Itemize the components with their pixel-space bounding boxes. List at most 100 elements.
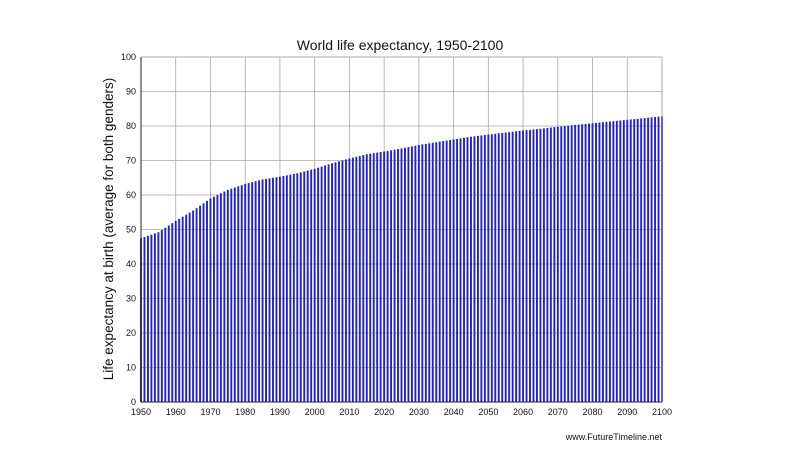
bar-2033 <box>428 143 431 402</box>
bar-2050 <box>487 134 490 403</box>
bar-2011 <box>351 157 354 402</box>
bar-2018 <box>376 152 379 402</box>
bar-2063 <box>532 129 535 402</box>
bar-2002 <box>320 166 323 402</box>
x-tick-label: 2060 <box>513 407 533 417</box>
bar-2024 <box>397 149 399 402</box>
bar-2044 <box>466 137 469 402</box>
bar-1952 <box>146 235 149 402</box>
bar-2052 <box>494 133 497 403</box>
x-tick-label: 1980 <box>235 407 255 417</box>
source-credit: www.FutureTimeline.net <box>565 432 663 442</box>
bar-2041 <box>456 138 459 402</box>
bar-2096 <box>647 117 650 402</box>
bar-1978 <box>237 186 240 402</box>
bar-2019 <box>379 152 382 402</box>
y-tick-label: 30 <box>126 294 136 304</box>
bar-2014 <box>362 155 365 402</box>
bar-2040 <box>452 139 455 402</box>
bar-2028 <box>410 146 413 402</box>
bar-2035 <box>435 142 438 402</box>
bar-2004 <box>327 164 330 402</box>
bar-2023 <box>393 149 396 402</box>
bar-2048 <box>480 135 483 402</box>
bar-2001 <box>317 167 320 402</box>
bar-2084 <box>605 121 608 403</box>
bar-1990 <box>278 176 281 402</box>
bar-1999 <box>310 169 313 402</box>
x-tick-label: 2020 <box>374 407 394 417</box>
x-tick-label: 1990 <box>270 407 290 417</box>
bar-1957 <box>164 227 167 402</box>
x-tick-label: 2000 <box>305 407 325 417</box>
x-tick-label: 2070 <box>548 407 568 417</box>
y-tick-label: 100 <box>121 52 136 62</box>
bar-2056 <box>508 132 511 402</box>
bar-2013 <box>358 155 361 402</box>
bar-2017 <box>372 153 375 402</box>
bar-1985 <box>261 179 264 402</box>
bar-2095 <box>643 118 646 402</box>
bar-2093 <box>636 118 639 402</box>
bar-1959 <box>171 223 174 402</box>
bar-2030 <box>417 144 420 403</box>
bar-2046 <box>473 136 476 402</box>
bar-1983 <box>254 181 257 402</box>
bar-2049 <box>483 135 486 403</box>
x-tick-label: 2100 <box>652 407 672 417</box>
bar-2042 <box>459 138 462 402</box>
bar-2015 <box>365 154 368 402</box>
bar-2027 <box>407 147 410 402</box>
bar-1997 <box>303 171 306 402</box>
bar-2080 <box>591 123 594 403</box>
bar-1988 <box>272 177 274 402</box>
bar-1967 <box>199 205 201 402</box>
bar-1953 <box>150 234 153 402</box>
bar-1951 <box>143 236 146 402</box>
bar-2083 <box>602 122 604 403</box>
bar-1977 <box>233 187 236 402</box>
bar-2043 <box>463 137 465 403</box>
bar-2097 <box>650 117 653 403</box>
bar-2025 <box>400 148 403 402</box>
bar-1955 <box>157 232 160 402</box>
bar-1954 <box>153 233 156 402</box>
bar-2069 <box>553 127 556 402</box>
bar-1994 <box>292 173 295 402</box>
bar-1963 <box>185 214 188 402</box>
bar-2051 <box>490 134 493 402</box>
bar-2087 <box>615 120 618 402</box>
bar-2007 <box>338 161 340 402</box>
bar-2026 <box>404 147 406 402</box>
bar-1974 <box>223 191 226 402</box>
x-tick-label: 1970 <box>200 407 220 417</box>
bar-1993 <box>289 174 292 402</box>
x-tick-label: 2030 <box>409 407 429 417</box>
bar-2020 <box>383 151 386 402</box>
bar-1981 <box>247 183 250 402</box>
bar-2073 <box>567 125 570 402</box>
bar-2029 <box>414 145 417 403</box>
y-tick-label: 20 <box>126 328 136 338</box>
bar-1962 <box>181 216 184 402</box>
bar-2066 <box>542 128 545 402</box>
bar-2060 <box>522 130 525 403</box>
bar-2091 <box>629 119 632 402</box>
bar-1989 <box>275 177 278 402</box>
bar-2079 <box>588 123 591 402</box>
bars <box>140 116 663 403</box>
y-tick-label: 40 <box>126 259 136 269</box>
bar-1992 <box>285 175 288 402</box>
bar-1979 <box>240 185 243 402</box>
bar-2054 <box>501 132 504 402</box>
bar-2098 <box>654 117 657 402</box>
bar-2010 <box>348 158 351 402</box>
bar-1987 <box>268 178 271 402</box>
y-tick-label: 60 <box>126 190 136 200</box>
bar-2059 <box>518 130 521 402</box>
bar-2076 <box>577 124 580 403</box>
y-tick-label: 90 <box>126 87 136 97</box>
bar-1986 <box>265 178 267 402</box>
bar-2034 <box>431 142 434 402</box>
bar-2088 <box>619 120 622 402</box>
